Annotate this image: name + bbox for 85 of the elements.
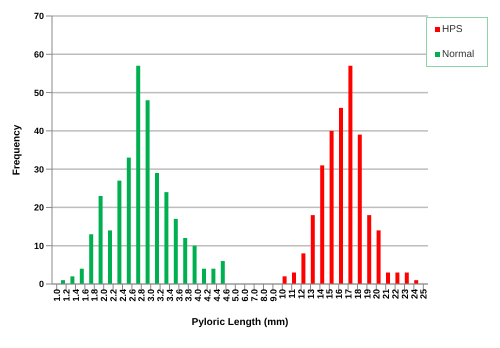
y-axis-title: Frequency bbox=[12, 124, 23, 176]
x-tick-label: 4.0 bbox=[193, 289, 204, 302]
x-tick-label: 14 bbox=[315, 289, 326, 300]
bar bbox=[164, 192, 168, 284]
x-tick-label: 8.0 bbox=[258, 289, 269, 302]
bar bbox=[211, 268, 216, 284]
x-tick-label: 21 bbox=[381, 289, 392, 300]
bar bbox=[339, 108, 343, 284]
bar bbox=[330, 130, 334, 284]
bar bbox=[320, 165, 324, 284]
bar bbox=[292, 272, 296, 284]
bar bbox=[98, 196, 103, 284]
x-tick-label: 13 bbox=[306, 289, 316, 300]
bar bbox=[108, 230, 112, 284]
legend-label: HPS bbox=[442, 24, 463, 35]
bar bbox=[192, 246, 197, 284]
bar bbox=[155, 172, 159, 284]
bar bbox=[348, 66, 352, 284]
x-tick-label: 1.0 bbox=[52, 289, 62, 302]
bar bbox=[414, 280, 418, 284]
x-tick-label: 22 bbox=[390, 289, 400, 300]
x-tick-label: 16 bbox=[334, 289, 344, 300]
x-tick-label: 1.6 bbox=[80, 289, 90, 302]
x-tick-label: 2.6 bbox=[127, 289, 138, 302]
x-tick-label: 17 bbox=[343, 289, 354, 300]
x-tick-label: 3.2 bbox=[155, 289, 166, 302]
bar bbox=[404, 272, 409, 284]
bar bbox=[126, 158, 131, 284]
y-tick-label: 0 bbox=[38, 279, 44, 290]
x-tick-label: 6.0 bbox=[240, 289, 250, 302]
x-tick-label: 4.2 bbox=[202, 289, 212, 302]
x-tick-label: 2.0 bbox=[99, 289, 110, 302]
x-axis-title: Pyloric Length (mm) bbox=[192, 317, 288, 328]
x-tick-label: 15 bbox=[324, 289, 335, 300]
x-tick-label: 20 bbox=[372, 289, 382, 300]
bar bbox=[202, 268, 206, 284]
x-tick-label: 11 bbox=[287, 289, 298, 299]
y-tick-label: 30 bbox=[34, 164, 44, 174]
bar bbox=[174, 218, 178, 284]
bar bbox=[395, 272, 400, 284]
bar bbox=[117, 180, 122, 284]
x-tick-label: 12 bbox=[296, 289, 306, 300]
bar bbox=[89, 234, 94, 284]
x-tick-label: 9.0 bbox=[268, 289, 278, 302]
x-tick-label: 19 bbox=[362, 289, 372, 300]
x-tick-label: 4.4 bbox=[212, 289, 222, 302]
x-tick-label: 2.8 bbox=[136, 289, 147, 302]
bar bbox=[183, 238, 188, 284]
bar bbox=[220, 261, 225, 284]
x-tick-label: 5.0 bbox=[230, 289, 241, 302]
bar bbox=[367, 215, 372, 284]
x-tick-label: 18 bbox=[352, 289, 363, 300]
y-tick-label: 10 bbox=[34, 240, 44, 251]
y-tick-label: 40 bbox=[34, 126, 44, 136]
bar bbox=[61, 280, 65, 284]
bar bbox=[386, 272, 390, 284]
bar bbox=[301, 253, 306, 284]
bar bbox=[358, 134, 362, 284]
x-tick-label: 10 bbox=[278, 289, 288, 300]
x-tick-label: 2.4 bbox=[118, 289, 128, 302]
x-tick-label: 3.0 bbox=[146, 289, 156, 302]
x-tick-label: 25 bbox=[418, 289, 429, 300]
bar bbox=[310, 215, 315, 284]
bar bbox=[146, 100, 150, 284]
y-tick-label: 50 bbox=[34, 88, 44, 98]
x-tick-label: 2.2 bbox=[108, 289, 118, 302]
x-tick-label: 3.8 bbox=[184, 289, 194, 302]
x-tick-label: 4.6 bbox=[221, 289, 232, 302]
bar bbox=[70, 276, 74, 284]
x-tick-label: 1.4 bbox=[70, 289, 81, 302]
x-tick-label: 7.0 bbox=[249, 289, 260, 302]
y-tick-label: 70 bbox=[34, 11, 44, 22]
bar bbox=[80, 268, 84, 284]
x-tick-label: 3.6 bbox=[174, 289, 184, 302]
y-tick-label: 20 bbox=[34, 202, 44, 213]
bar bbox=[136, 66, 140, 284]
x-tick-label: 1.2 bbox=[61, 289, 72, 302]
bar bbox=[376, 230, 381, 284]
x-tick-label: 3.4 bbox=[164, 289, 175, 302]
bar bbox=[282, 276, 287, 284]
y-tick-label: 60 bbox=[34, 49, 44, 60]
x-tick-label: 24 bbox=[409, 289, 420, 300]
x-tick-label: 23 bbox=[400, 289, 410, 300]
legend-label: Normal bbox=[442, 49, 474, 60]
x-tick-label: 1.8 bbox=[90, 289, 100, 302]
